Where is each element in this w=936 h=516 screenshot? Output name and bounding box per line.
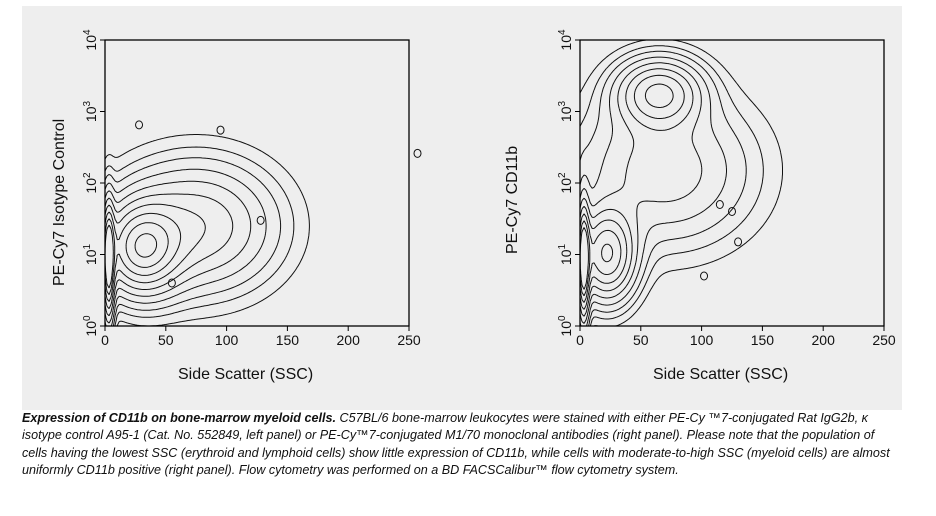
left-contour-level-3	[104, 157, 282, 327]
left-contour-level-8	[104, 211, 182, 302]
left-y-axis-label: PE-Cy7 Isotype Control	[51, 118, 68, 286]
left-x-tick-label-150: 150	[276, 332, 300, 348]
right-y-tick-label-3: 103	[557, 100, 574, 122]
left-x-tick-label-0: 0	[101, 332, 109, 348]
left-y-tick-label-3: 103	[82, 100, 99, 122]
right-y-tick-text-4: 104	[557, 29, 574, 51]
left-contour-level-7	[104, 203, 206, 310]
left-outlier-contour-2	[216, 125, 225, 135]
right-x-tick-label-0: 0	[576, 332, 584, 348]
right-plot-panel: 0 50 100 150 200 250 100 101 102 103 104 PE-Cy7 CD…	[472, 6, 902, 406]
right-contour-level-5	[579, 62, 703, 324]
right-y-tick-text-2: 102	[557, 172, 574, 194]
left-y-tick-text-0: 100	[82, 315, 99, 337]
left-contour-level-2	[104, 146, 295, 327]
right-contour-level-8	[579, 83, 674, 303]
right-y-tick-text-1: 101	[557, 243, 574, 265]
left-outlier-contour-4	[256, 215, 265, 225]
left-y-tick-text-2: 102	[82, 172, 99, 194]
left-contour-level-5	[104, 180, 252, 324]
left-x-tick-label-200: 200	[337, 332, 361, 348]
right-contour-level-9	[579, 220, 614, 297]
left-y-tick-text-4: 104	[82, 29, 99, 51]
left-y-tick-text-3: 103	[82, 100, 99, 122]
left-contour-level-4	[104, 168, 267, 327]
right-contour-lines	[579, 39, 783, 327]
right-contour-plot: 0 50 100 150 200 250 100 101 102 103 104	[557, 29, 896, 348]
caption-title: Expression of CD11b on bone-marrow myelo…	[22, 411, 336, 425]
left-y-tick-label-2: 102	[82, 172, 99, 194]
left-contour-level-1	[104, 134, 310, 327]
left-contour-lines	[104, 134, 310, 327]
right-contour-level-10	[579, 227, 589, 290]
right-y-tick-label-4: 104	[557, 29, 574, 51]
right-outlier-contour-1	[728, 206, 736, 216]
left-y-tick-text-1: 101	[82, 243, 99, 265]
right-plot-frame	[579, 39, 885, 327]
right-x-tick-label-150: 150	[751, 332, 775, 348]
left-outlier-contour-5	[167, 278, 176, 288]
right-y-axis-label: PE-Cy7 CD11b	[504, 145, 521, 254]
right-y-tick-label-2: 102	[557, 172, 574, 194]
right-contour-level-4	[579, 56, 727, 327]
left-contour-level-9	[104, 218, 169, 295]
right-y-tick-text-3: 103	[557, 100, 574, 122]
right-x-tick-label-200: 200	[812, 332, 836, 348]
left-contour-level-10	[104, 224, 158, 289]
left-x-tick-label-250: 250	[397, 332, 421, 348]
left-contour-level-6	[104, 193, 234, 317]
right-contour-level-2	[579, 45, 764, 327]
left-y-tick-label-1: 101	[82, 243, 99, 265]
left-contour-plot: 0 50 100 150 200 250 100 101 102 103 104	[82, 29, 422, 348]
right-outlier-contour-3	[700, 271, 709, 281]
right-contour-level-3	[579, 50, 747, 327]
right-contour-level-7	[579, 74, 685, 310]
right-y-tick-text-0: 100	[557, 315, 574, 337]
left-plot-panel: 0 50 100 150 200 250 100 101 102 103 104 PE-Cy7 Is…	[22, 6, 452, 406]
right-outlier-contour-4	[715, 200, 724, 210]
left-plot-frame	[104, 39, 410, 327]
figure-background	[22, 6, 902, 410]
right-outlier-contour-2	[734, 237, 743, 247]
left-outlier-contour-1	[135, 120, 144, 130]
right-x-axis-label: Side Scatter (SSC)	[653, 366, 789, 383]
left-x-axis-label: Side Scatter (SSC)	[178, 366, 314, 383]
left-x-tick-label-50: 50	[158, 332, 174, 348]
right-contour-level-6	[579, 68, 694, 317]
left-y-tick-label-4: 104	[82, 29, 99, 51]
right-x-tick-label-100: 100	[690, 332, 714, 348]
left-x-tick-label-100: 100	[215, 332, 239, 348]
right-y-tick-label-1: 101	[557, 243, 574, 265]
caption-body: C57BL/6 bone-marrow leukocytes were stai…	[22, 411, 890, 477]
figure-caption: Expression of CD11b on bone-marrow myelo…	[22, 410, 902, 479]
left-outlier-contour-3	[413, 148, 422, 158]
right-y-tick-label-0: 100	[557, 315, 574, 337]
right-x-tick-label-250: 250	[872, 332, 896, 348]
right-x-tick-label-50: 50	[633, 332, 649, 348]
left-y-tick-label-0: 100	[82, 315, 99, 337]
